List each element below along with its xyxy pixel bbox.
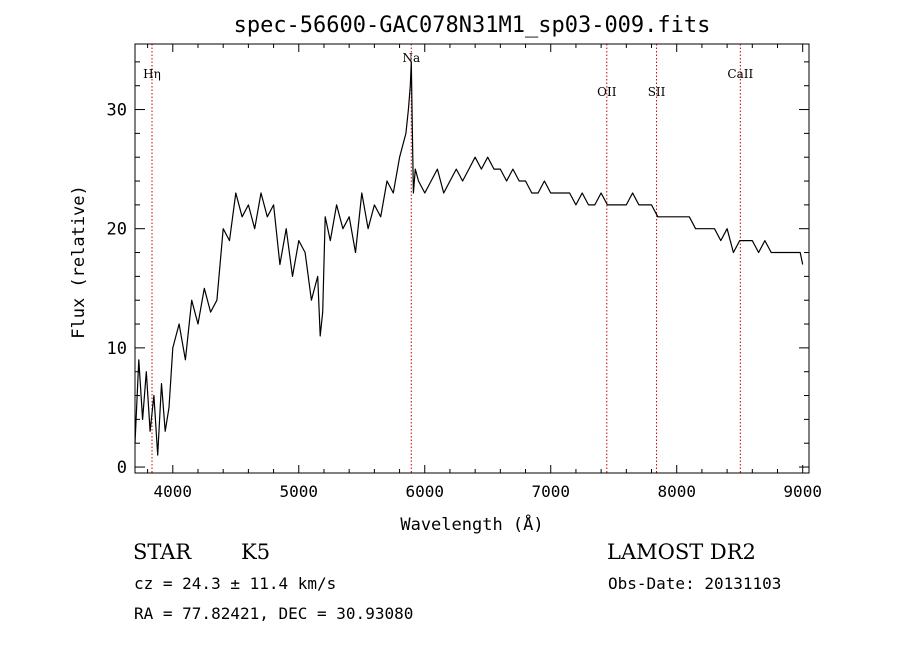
survey-name: LAMOST DR2 xyxy=(607,540,756,564)
spectral-line-markers: Hη Na OII SII CaII xyxy=(143,44,754,473)
x-tick-label: 4000 xyxy=(154,482,193,501)
object-subclass: K5 xyxy=(241,540,270,564)
chart-title: spec-56600-GAC078N31M1_sp03-009.fits xyxy=(234,13,711,38)
object-class: STAR xyxy=(133,540,192,564)
x-tick-label: 6000 xyxy=(405,482,444,501)
spectral-line-label: Hη xyxy=(143,67,161,81)
plot-frame xyxy=(134,43,810,474)
x-tick-label: 8000 xyxy=(657,482,696,501)
spectral-line-label: Na xyxy=(402,51,420,65)
x-axis-ticks: 4000 5000 6000 7000 8000 9000 xyxy=(147,44,822,501)
x-axis-label: Wavelength (Å) xyxy=(400,513,543,535)
x-tick-label: 7000 xyxy=(531,482,570,501)
spectral-line-label: CaII xyxy=(727,67,753,81)
spectrum-series-line xyxy=(134,61,804,456)
y-axis-label: Flux (relative) xyxy=(69,185,89,339)
x-tick-label: 5000 xyxy=(280,482,319,501)
ra-dec: RA = 77.82421, DEC = 30.93080 xyxy=(134,604,413,623)
y-tick-label: 30 xyxy=(107,101,127,121)
obs-date: Obs-Date: 20131103 xyxy=(608,574,781,593)
spectral-line-label: SII xyxy=(648,85,666,99)
y-axis-ticks: 0 10 20 30 xyxy=(107,61,809,478)
y-tick-label: 0 xyxy=(117,458,127,478)
series-group xyxy=(134,61,804,456)
x-tick-label: 9000 xyxy=(783,482,822,501)
spectral-line-label: OII xyxy=(597,85,617,99)
y-tick-label: 20 xyxy=(107,220,127,240)
y-tick-label: 10 xyxy=(107,339,127,359)
redshift-cz: cz = 24.3 ± 11.4 km/s xyxy=(134,574,336,593)
